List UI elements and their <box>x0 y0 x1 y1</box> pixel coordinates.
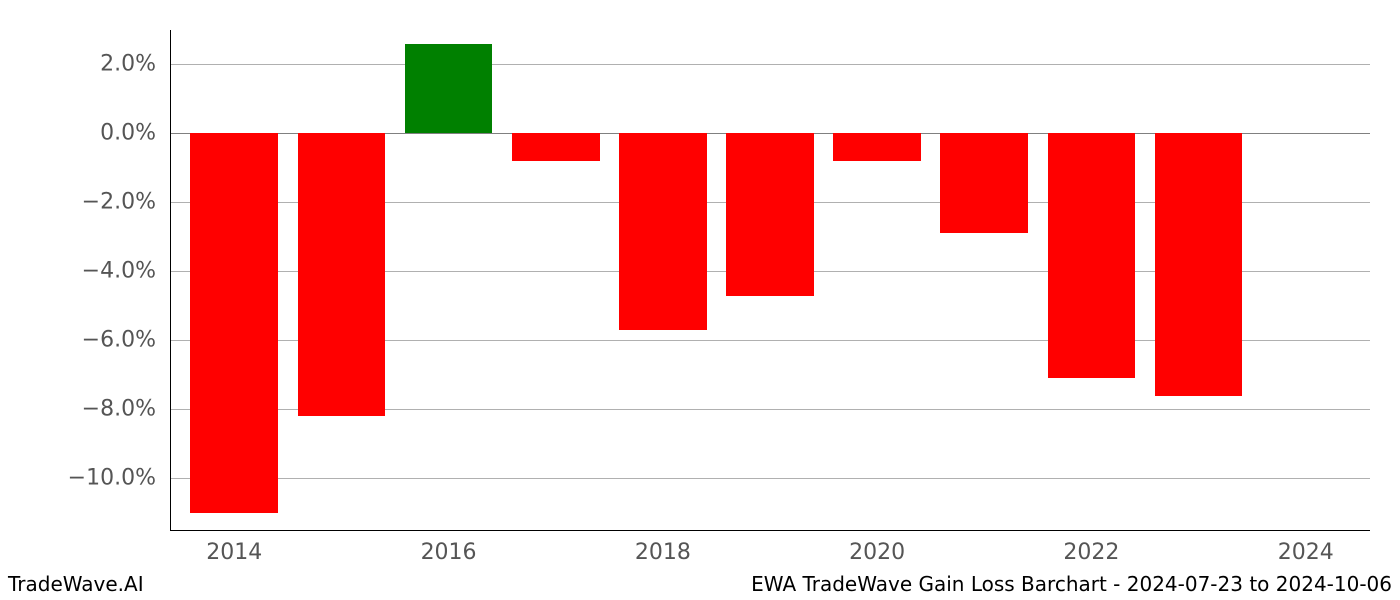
y-tick-label: 2.0% <box>100 52 156 77</box>
axis-spine-bottom <box>170 530 1370 531</box>
bar-2014 <box>190 133 278 512</box>
x-tick-label: 2018 <box>635 540 691 565</box>
bar-2023 <box>1155 133 1243 395</box>
gridline <box>170 478 1370 479</box>
bar-2015 <box>298 133 386 416</box>
y-tick-label: 0.0% <box>100 121 156 146</box>
bar-2019 <box>726 133 814 295</box>
x-tick-label: 2024 <box>1278 540 1334 565</box>
y-tick-label: −2.0% <box>82 190 156 215</box>
x-tick-label: 2020 <box>849 540 905 565</box>
bar-2016 <box>405 44 493 134</box>
watermark-left: TradeWave.AI <box>8 572 144 596</box>
chart-caption: EWA TradeWave Gain Loss Barchart - 2024-… <box>751 572 1392 596</box>
gain-loss-barchart: −10.0%−8.0%−6.0%−4.0%−2.0%0.0%2.0%201420… <box>170 30 1370 530</box>
y-tick-label: −8.0% <box>82 397 156 422</box>
axis-spine-left <box>170 30 171 530</box>
x-tick-label: 2016 <box>421 540 477 565</box>
bar-2017 <box>512 133 600 161</box>
bar-2018 <box>619 133 707 330</box>
x-tick-label: 2022 <box>1063 540 1119 565</box>
bar-2022 <box>1048 133 1136 378</box>
gridline <box>170 64 1370 65</box>
y-tick-label: −6.0% <box>82 328 156 353</box>
x-tick-label: 2014 <box>206 540 262 565</box>
y-tick-label: −4.0% <box>82 259 156 284</box>
y-tick-label: −10.0% <box>68 466 156 491</box>
bar-2020 <box>833 133 921 161</box>
bar-2021 <box>940 133 1028 233</box>
